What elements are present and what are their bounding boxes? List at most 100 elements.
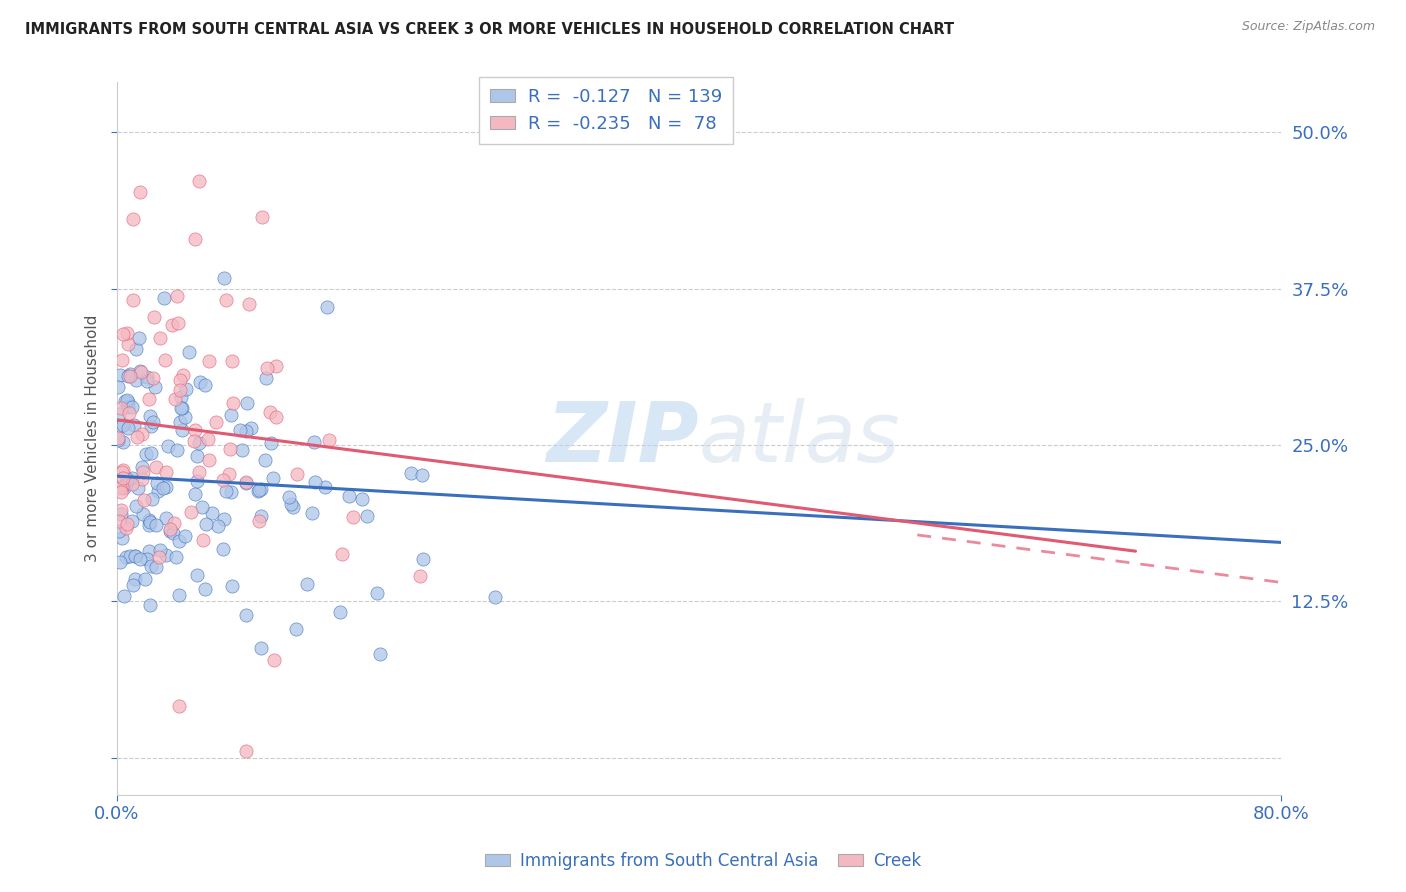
Point bbox=[117, 326, 139, 340]
Point bbox=[108, 514, 131, 528]
Point bbox=[194, 516, 217, 531]
Point bbox=[139, 409, 162, 423]
Point bbox=[108, 481, 131, 495]
Point bbox=[131, 426, 153, 441]
Point bbox=[219, 484, 242, 499]
Point bbox=[194, 582, 217, 596]
Point bbox=[222, 396, 245, 410]
Point bbox=[145, 459, 167, 474]
Point bbox=[145, 518, 167, 533]
Point bbox=[136, 552, 159, 566]
Point bbox=[110, 484, 132, 499]
Point bbox=[112, 470, 135, 484]
Point bbox=[107, 380, 129, 394]
Point bbox=[302, 435, 325, 450]
Point bbox=[159, 523, 181, 537]
Point bbox=[142, 371, 165, 385]
Point bbox=[117, 421, 139, 435]
Point bbox=[112, 326, 135, 341]
Point bbox=[197, 432, 219, 446]
Point bbox=[170, 424, 193, 438]
Point bbox=[111, 531, 134, 545]
Point bbox=[122, 211, 145, 226]
Point bbox=[212, 473, 235, 487]
Point bbox=[330, 547, 353, 561]
Point bbox=[142, 310, 165, 324]
Point bbox=[112, 589, 135, 603]
Point bbox=[173, 529, 195, 543]
Point bbox=[146, 484, 169, 499]
Point bbox=[131, 472, 153, 486]
Point bbox=[314, 480, 336, 494]
Point bbox=[107, 431, 129, 445]
Point bbox=[155, 465, 177, 479]
Point bbox=[186, 567, 208, 582]
Point bbox=[128, 364, 150, 378]
Point bbox=[117, 394, 139, 409]
Point bbox=[138, 513, 160, 527]
Point bbox=[124, 417, 146, 432]
Point bbox=[128, 552, 150, 566]
Point bbox=[142, 415, 165, 429]
Point bbox=[167, 534, 190, 549]
Point bbox=[235, 607, 257, 622]
Point bbox=[165, 392, 187, 406]
Point bbox=[174, 382, 197, 396]
Point bbox=[148, 550, 170, 565]
Point bbox=[170, 390, 193, 404]
Point bbox=[132, 507, 155, 521]
Point bbox=[260, 435, 283, 450]
Point bbox=[191, 500, 214, 514]
Point bbox=[129, 365, 152, 379]
Point bbox=[484, 590, 506, 604]
Point bbox=[125, 342, 148, 356]
Point bbox=[159, 524, 181, 538]
Point bbox=[285, 622, 308, 636]
Point bbox=[253, 453, 276, 467]
Point bbox=[169, 383, 191, 397]
Point bbox=[138, 544, 160, 558]
Point bbox=[117, 368, 139, 383]
Point bbox=[149, 543, 172, 558]
Point bbox=[117, 400, 139, 414]
Point bbox=[304, 475, 326, 489]
Point bbox=[132, 493, 155, 508]
Point bbox=[262, 470, 284, 484]
Point bbox=[111, 466, 134, 480]
Point bbox=[110, 401, 132, 416]
Point bbox=[186, 474, 208, 488]
Point bbox=[411, 467, 433, 482]
Point bbox=[107, 524, 129, 538]
Point bbox=[111, 480, 134, 494]
Point bbox=[156, 439, 179, 453]
Point bbox=[115, 516, 138, 531]
Point bbox=[110, 503, 132, 517]
Point bbox=[135, 447, 157, 461]
Point bbox=[177, 344, 200, 359]
Point bbox=[145, 560, 167, 574]
Point bbox=[111, 418, 134, 433]
Point bbox=[297, 577, 319, 591]
Point bbox=[235, 475, 257, 490]
Point bbox=[172, 368, 194, 382]
Point bbox=[120, 367, 142, 381]
Point bbox=[155, 510, 177, 524]
Point bbox=[125, 430, 148, 444]
Point bbox=[238, 296, 260, 310]
Point bbox=[254, 371, 277, 385]
Point bbox=[201, 507, 224, 521]
Point bbox=[112, 477, 135, 491]
Point bbox=[240, 420, 263, 434]
Point bbox=[111, 434, 134, 449]
Point bbox=[301, 506, 323, 520]
Point bbox=[263, 653, 285, 667]
Y-axis label: 3 or more Vehicles in Household: 3 or more Vehicles in Household bbox=[86, 315, 100, 562]
Point bbox=[250, 509, 273, 524]
Point bbox=[107, 433, 129, 447]
Point bbox=[128, 331, 150, 345]
Point bbox=[141, 558, 163, 573]
Point bbox=[207, 519, 229, 533]
Point bbox=[122, 293, 145, 307]
Point bbox=[212, 271, 235, 285]
Point bbox=[191, 533, 214, 548]
